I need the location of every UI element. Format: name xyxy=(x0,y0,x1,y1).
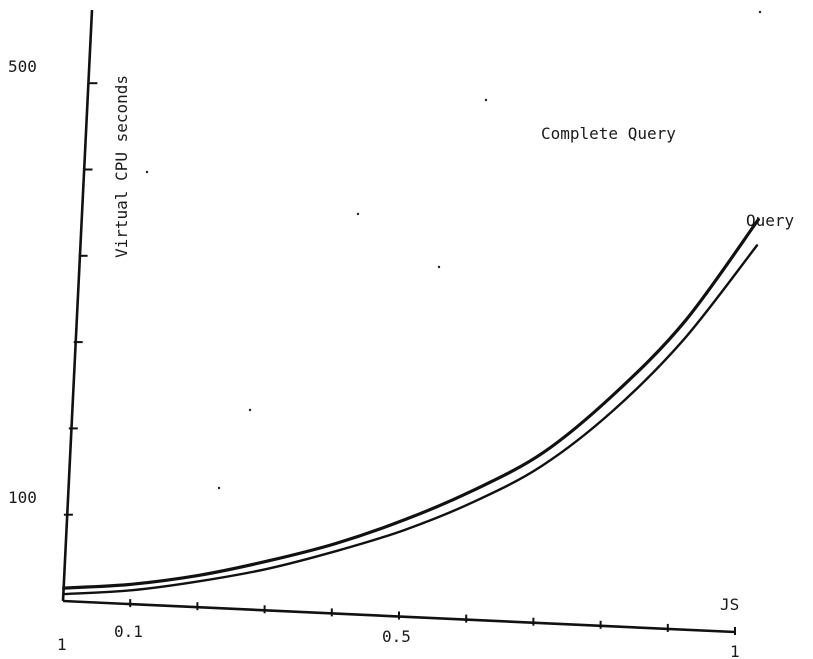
series-label-query: Query xyxy=(746,211,795,230)
tick-marks xyxy=(63,82,736,635)
scan-speck xyxy=(437,265,441,269)
y-axis xyxy=(61,9,94,602)
curves xyxy=(62,217,760,596)
scan-speck xyxy=(217,486,221,490)
y-tick-label-100: 100 xyxy=(8,488,37,507)
scan-speck xyxy=(758,10,762,14)
scan-speck xyxy=(356,212,360,216)
scan-speck xyxy=(248,408,252,412)
x-tick-label-0.1: 0.1 xyxy=(114,622,143,641)
y-tick-label-500: 500 xyxy=(8,57,37,76)
series-label-complete-query: Complete Query xyxy=(541,124,676,143)
x-tick-label-origin: 1 xyxy=(57,635,67,654)
scan-speck xyxy=(145,170,149,174)
scan-speck xyxy=(484,98,488,102)
x-tick-label-0.5: 0.5 xyxy=(382,627,411,646)
series-line-complete-query xyxy=(62,217,760,590)
y-axis-label: Virtual CPU seconds xyxy=(112,75,131,258)
x-axis-label: JS xyxy=(720,595,739,614)
series-line-query xyxy=(62,244,759,596)
x-tick-label-end: 1 xyxy=(730,642,740,659)
